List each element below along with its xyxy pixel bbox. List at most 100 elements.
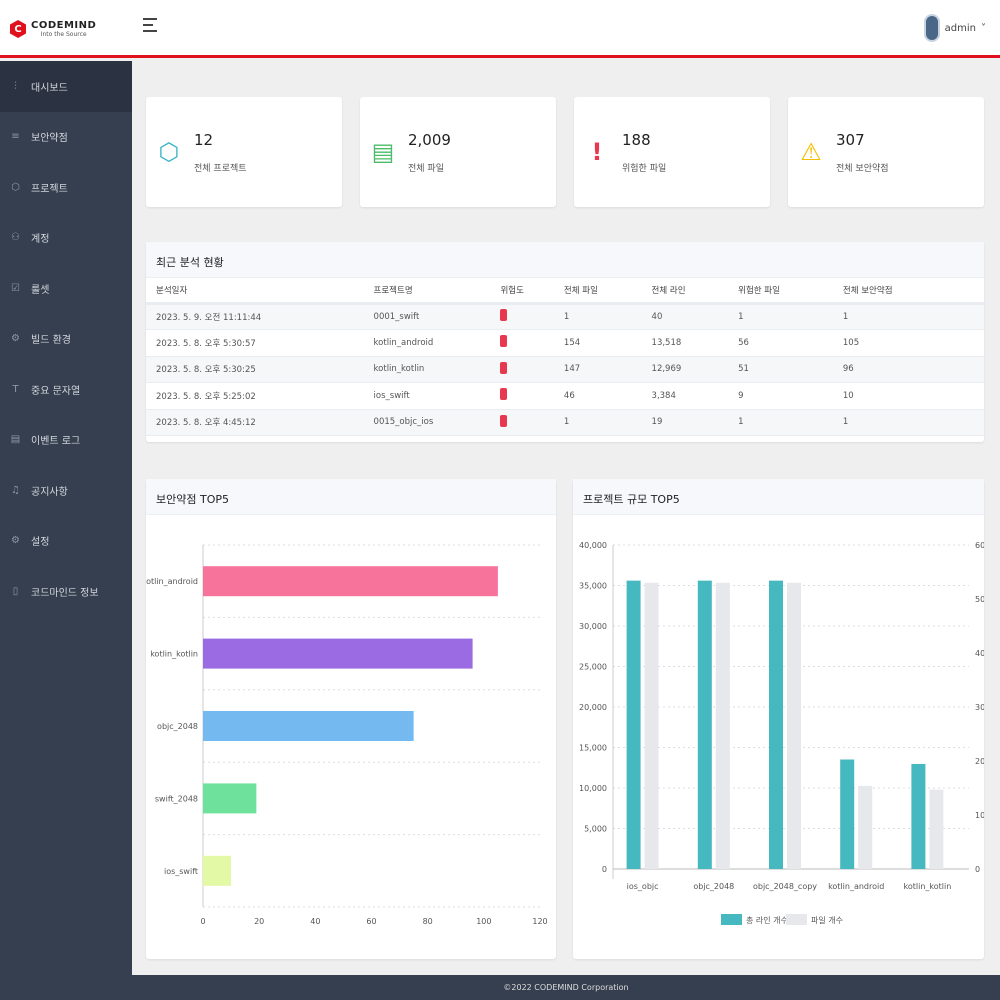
risk-badge <box>500 361 508 374</box>
table-cell: 2023. 5. 8. 오후 4:45:12 <box>146 409 364 436</box>
stat-value: 12 <box>194 130 214 149</box>
table-cell: 12,969 <box>641 356 729 383</box>
sidebar-item-label: 코드마인드 정보 <box>31 587 99 599</box>
project-size-top5-panel: 프로젝트 규모 TOP5 0 5,000 10,000 15,000 20,000 25,… <box>573 479 990 959</box>
table-cell: 1 <box>553 303 642 330</box>
user-name: admin <box>944 22 976 34</box>
y2-tick-label: 500 <box>975 595 984 604</box>
stat-card[interactable]: ⬡ 12 전체 프로젝트 <box>146 97 342 207</box>
logo[interactable]: C CODEMIND Into the Source <box>0 0 132 58</box>
recent-analysis-panel: 최근 분석 현황 분석일자 프로젝트명 위험도 전체 파일 전체 라인 위험한 파일 전체 … <box>146 242 984 442</box>
sidebar-item[interactable]: ⫶ 대시보드 <box>0 61 132 112</box>
column-header[interactable]: 분석일자 <box>146 278 364 305</box>
gear-icon: ⚙ <box>11 333 20 345</box>
y-tick-label: 20,000 <box>579 703 607 712</box>
bar-total-lines <box>626 580 641 869</box>
column-header[interactable]: 전체 라인 <box>641 278 729 305</box>
sidebar-item-label: 프로젝트 <box>31 183 68 195</box>
bar-file-count <box>715 582 730 869</box>
sidebar-item[interactable]: T 중요 문자열 <box>0 364 132 415</box>
table-cell: 10 <box>832 382 984 410</box>
sliders-icon: ⫶ <box>14 80 17 92</box>
table-row[interactable]: 2023. 5. 8. 오후 5:25:02 ios_swift 46 3,384 9 1… <box>146 382 984 410</box>
table-cell: ios_swift <box>363 382 491 410</box>
bar-file-count <box>787 582 801 869</box>
project-size-top5-chart: 0 5,000 10,000 15,000 20,000 25,000 30,000 35,0… <box>579 541 990 925</box>
stat-label: 전체 파일 <box>408 163 444 174</box>
category-label: kotlin_android <box>828 882 884 891</box>
file-icon: ▤ <box>10 434 21 446</box>
bar <box>203 855 232 886</box>
stat-value: 307 <box>836 130 865 149</box>
table-cell: 2023. 5. 8. 오후 5:30:25 <box>146 356 364 383</box>
stat-card[interactable]: ! 188 위험한 파일 <box>574 97 770 207</box>
top-header: C CODEMIND Into the Source admin ˅ <box>0 0 1000 58</box>
warning-icon: ⚠ <box>800 138 822 166</box>
category-label: kotlin_android <box>146 577 198 586</box>
sidebar-item-label: 대시보드 <box>31 82 68 94</box>
table-row[interactable]: 2023. 5. 8. 오후 4:45:12 0015_objc_ios 1 19 1 1 <box>146 409 984 436</box>
table-row[interactable]: 2023. 5. 9. 오전 11:11:44 0001_swift 1 40 1 1 <box>146 303 984 330</box>
table-cell: 2023. 5. 8. 오후 5:25:02 <box>146 382 364 410</box>
text-icon: T <box>12 383 19 395</box>
table-row[interactable]: 2023. 5. 8. 오후 5:30:25 kotlin_kotlin 147 12… <box>146 356 984 383</box>
table-cell: 40 <box>641 303 729 330</box>
table-row[interactable]: 2023. 5. 8. 오후 5:30:57 kotlin_android 154 1… <box>146 329 984 357</box>
table-cell: 46 <box>553 382 642 410</box>
column-header[interactable]: 전체 보안약점 <box>832 278 984 305</box>
legend-swatch <box>721 914 742 925</box>
sidebar-item[interactable]: ⚙ 빌드 환경 <box>0 314 132 365</box>
legend-swatch <box>786 914 807 925</box>
stat-card[interactable]: ▤ 2,009 전체 파일 <box>360 97 556 207</box>
menu-toggle-icon[interactable] <box>143 18 157 36</box>
sidebar-item[interactable]: ☑ 룰셋 <box>0 263 132 314</box>
sidebar-item[interactable]: ▤ 이벤트 로그 <box>0 415 132 466</box>
column-header[interactable]: 위험도 <box>490 278 554 305</box>
table-cell: 154 <box>553 329 642 357</box>
table-cell: 1 <box>832 409 984 436</box>
vulnerability-top5-panel: 보안약점 TOP5 kotlin_android kotlin_kotlin obj… <box>142 479 556 959</box>
document-icon: ▤ <box>371 138 395 166</box>
edit-icon: ☑ <box>11 282 20 294</box>
bar <box>203 638 473 669</box>
x-tick-label: 120 <box>532 917 547 926</box>
table-cell: 1 <box>728 409 833 436</box>
bar-total-lines <box>769 580 783 869</box>
stat-card[interactable]: ⚠ 307 전체 보안약점 <box>788 97 984 207</box>
table-cell: 3,384 <box>641 382 729 410</box>
sidebar-item-label: 설정 <box>31 537 50 549</box>
table-cell: 1 <box>728 303 833 330</box>
vulnerability-top5-chart: kotlin_android kotlin_kotlin objc_2048swif… <box>142 544 548 926</box>
column-header[interactable]: 전체 파일 <box>553 278 642 305</box>
risk-badge <box>500 414 508 427</box>
y-tick-label: 10,000 <box>579 784 607 793</box>
sidebar-item[interactable]: ⚇ 계정 <box>0 213 132 264</box>
user-menu[interactable]: admin ˅ <box>923 14 986 42</box>
sidebar-item[interactable]: ⬡ 프로젝트 <box>0 162 132 213</box>
column-header[interactable]: 프로젝트명 <box>363 278 491 305</box>
column-header[interactable]: 위험한 파일 <box>728 278 833 305</box>
sidebar-item-label: 빌드 환경 <box>31 335 71 347</box>
x-tick-label: 60 <box>366 917 376 926</box>
chart-title: 프로젝트 규모 TOP5 <box>573 479 984 515</box>
category-label: ios_swift <box>164 867 198 876</box>
main-content: ⬡ 12 전체 프로젝트 ▤ 2,009 전체 파일! 188 위험한 파일 ⚠ 307 전체 보안… <box>132 61 1000 975</box>
recent-analysis-table: 분석일자 프로젝트명 위험도 전체 파일 전체 라인 위험한 파일 전체 보안약점 2023.… <box>146 278 984 436</box>
sidebar-item-label: 중요 문자열 <box>31 385 81 397</box>
bell-icon: ♫ <box>11 484 20 496</box>
y2-tick-label: 200 <box>975 757 984 766</box>
list-icon: ≡ <box>11 131 20 143</box>
risk-badge <box>500 309 508 322</box>
sidebar-item[interactable]: ♫ 공지사항 <box>0 465 132 516</box>
category-label: kotlin_kotlin <box>904 882 952 891</box>
sidebar-item[interactable]: ⚙ 설정 <box>0 516 132 567</box>
y-tick-label: 5,000 <box>584 825 607 834</box>
bar <box>203 566 498 597</box>
x-tick-label: 80 <box>423 917 433 926</box>
bar <box>203 711 414 741</box>
sidebar-item[interactable]: ▯ 코드마인드 정보 <box>0 566 132 617</box>
bar-file-count <box>929 789 944 869</box>
sidebar-item[interactable]: ≡ 보안약점 <box>0 112 132 163</box>
bar-file-count <box>858 785 873 869</box>
table-cell: 2023. 5. 8. 오후 5:30:57 <box>146 329 364 357</box>
